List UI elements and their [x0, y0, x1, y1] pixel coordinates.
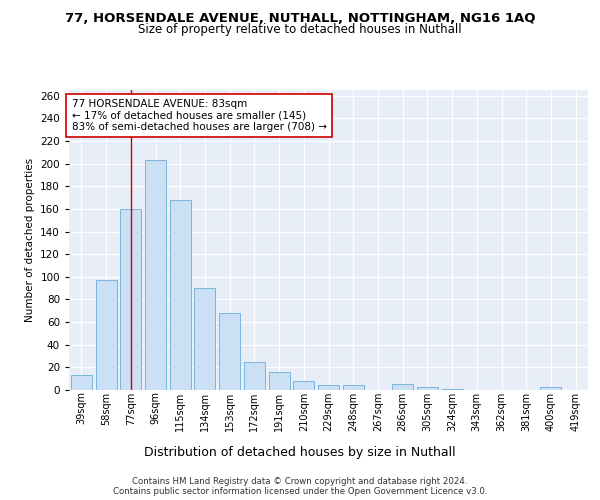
Bar [194, 288, 215, 390]
Text: Contains public sector information licensed under the Open Government Licence v3: Contains public sector information licen… [113, 486, 487, 496]
Bar [541, 386, 562, 390]
Y-axis label: Number of detached properties: Number of detached properties [25, 158, 35, 322]
Bar [269, 372, 290, 390]
Bar [145, 160, 166, 390]
Bar [417, 386, 438, 390]
Text: Distribution of detached houses by size in Nuthall: Distribution of detached houses by size … [144, 446, 456, 459]
Bar [392, 384, 413, 390]
Bar [318, 386, 339, 390]
Bar [293, 381, 314, 390]
Bar [170, 200, 191, 390]
Text: Size of property relative to detached houses in Nuthall: Size of property relative to detached ho… [138, 22, 462, 36]
Bar [442, 389, 463, 390]
Bar [71, 376, 92, 390]
Bar [95, 280, 116, 390]
Text: 77, HORSENDALE AVENUE, NUTHALL, NOTTINGHAM, NG16 1AQ: 77, HORSENDALE AVENUE, NUTHALL, NOTTINGH… [65, 12, 535, 26]
Bar [219, 313, 240, 390]
Text: Contains HM Land Registry data © Crown copyright and database right 2024.: Contains HM Land Registry data © Crown c… [132, 476, 468, 486]
Text: 77 HORSENDALE AVENUE: 83sqm
← 17% of detached houses are smaller (145)
83% of se: 77 HORSENDALE AVENUE: 83sqm ← 17% of det… [71, 99, 326, 132]
Bar [343, 386, 364, 390]
Bar [244, 362, 265, 390]
Bar [120, 209, 141, 390]
